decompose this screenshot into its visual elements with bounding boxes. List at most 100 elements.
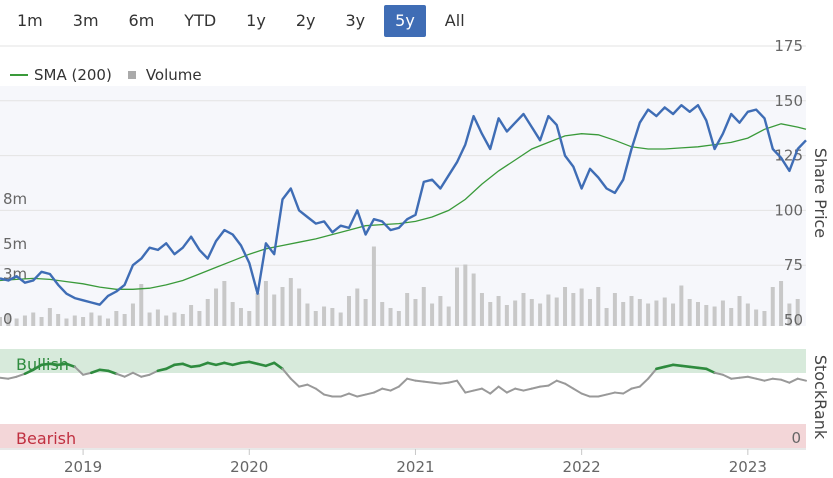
volume-bar <box>671 303 676 326</box>
volume-legend-label[interactable]: Volume <box>145 66 202 84</box>
x-tick-label-2021: 2021 <box>396 458 434 476</box>
volume-bar <box>31 312 36 326</box>
stockrank-segment <box>198 361 210 368</box>
volume-bar <box>596 287 601 326</box>
stockrank-segment <box>680 364 691 369</box>
stockrank-axis-title: StockRank <box>811 355 830 440</box>
volume-bar <box>380 302 385 326</box>
stockrank-segment <box>480 387 492 395</box>
range-button-3y[interactable]: 3y <box>345 11 366 30</box>
volume-bar <box>729 308 734 326</box>
stockrank-segment <box>15 372 26 378</box>
volume-bar <box>313 311 318 326</box>
stockrank-segment <box>256 362 268 368</box>
volume-bar <box>396 311 401 326</box>
volume-bar <box>247 311 252 326</box>
stockrank-segment <box>647 367 658 380</box>
volume-bar <box>39 317 44 326</box>
volume-bar <box>662 297 667 326</box>
stockrank-segment <box>605 391 616 396</box>
volume-bar <box>455 267 460 326</box>
volume-bar <box>463 264 468 326</box>
x-tick-label-2022: 2022 <box>563 458 601 476</box>
stockrank-segment <box>156 367 168 373</box>
stockrank-segment <box>671 363 683 368</box>
volume-bar <box>745 303 750 326</box>
range-button-all[interactable]: All <box>444 11 465 30</box>
volume-bar <box>139 284 144 326</box>
stockrank-segment <box>247 360 259 366</box>
range-button-5y[interactable]: 5y <box>384 5 426 37</box>
stockrank-segment <box>389 385 400 392</box>
range-button-2y[interactable]: 2y <box>295 11 316 30</box>
volume-bar <box>446 306 451 326</box>
stockrank-segment <box>314 387 326 396</box>
volume-bar <box>621 302 626 326</box>
rank-axis-zero: 0 <box>791 429 801 447</box>
stockrank-segment <box>472 387 483 392</box>
range-button-1y[interactable]: 1y <box>246 11 266 30</box>
volume-tick-5m: 5m <box>3 235 27 253</box>
range-button-6m[interactable]: 6m <box>128 11 155 30</box>
price-plot-background <box>0 86 806 326</box>
volume-bar <box>604 308 609 326</box>
stockrank-segment <box>65 362 77 369</box>
x-tick-label-2023: 2023 <box>729 458 767 476</box>
stockrank-segment <box>140 373 151 378</box>
volume-bar <box>230 302 235 326</box>
volume-bar <box>438 296 443 326</box>
volume-bar <box>504 305 509 326</box>
stockrank-lines <box>0 360 807 398</box>
volume-bars <box>0 246 800 326</box>
stockrank-segment <box>98 368 110 373</box>
x-tick-label-2019: 2019 <box>64 458 102 476</box>
stockrank-segment <box>622 387 633 395</box>
stockrank-segment <box>447 379 459 384</box>
volume-bar <box>637 299 642 326</box>
stockrank-segment <box>272 361 284 371</box>
stockrank-segment <box>289 377 301 388</box>
stockrank-segment <box>48 362 60 367</box>
volume-bar <box>81 317 86 326</box>
stockrank-segment <box>788 377 799 384</box>
volume-bar <box>280 287 285 326</box>
stockrank-segment <box>31 363 43 372</box>
volume-bar <box>222 281 227 326</box>
volume-bar <box>305 303 310 326</box>
volume-bar <box>371 246 376 326</box>
stockrank-segment <box>281 367 292 380</box>
range-button-3m[interactable]: 3m <box>72 11 99 30</box>
volume-bar <box>795 299 800 326</box>
stockrank-segment <box>530 385 542 390</box>
volume-bar <box>6 314 11 326</box>
sma-legend-label[interactable]: SMA (200) <box>34 66 112 84</box>
stockrank-segment <box>514 387 525 392</box>
range-button-1m[interactable]: 1m <box>17 11 43 30</box>
stockrank-segment <box>231 361 243 367</box>
stockrank-segment <box>771 377 783 381</box>
volume-legend-swatch <box>127 71 136 79</box>
bullish-band <box>0 349 806 373</box>
stockrank-segment <box>738 375 749 379</box>
range-button-ytd[interactable]: YTD <box>184 11 217 30</box>
volume-bar <box>172 312 177 326</box>
stockrank-segment <box>522 387 533 392</box>
volume-bar <box>513 300 518 326</box>
stockrank-segment <box>547 379 558 387</box>
stockrank-segment <box>206 361 218 367</box>
volume-bar <box>521 293 526 326</box>
stockrank-segment <box>746 375 758 380</box>
volume-bar <box>430 303 435 326</box>
stockrank-segment <box>489 385 500 395</box>
stockrank-segment <box>181 362 193 369</box>
stockrank-segment <box>173 362 185 367</box>
volume-tick-8m: 8m <box>3 190 27 208</box>
stockrank-segment <box>56 362 68 367</box>
volume-bar <box>413 299 418 326</box>
stockrank-segment <box>372 387 384 394</box>
stockrank-segment <box>323 393 334 398</box>
stockrank-segment <box>164 363 176 371</box>
stockrank-segment <box>713 371 724 376</box>
stockrank-segment <box>214 361 226 367</box>
